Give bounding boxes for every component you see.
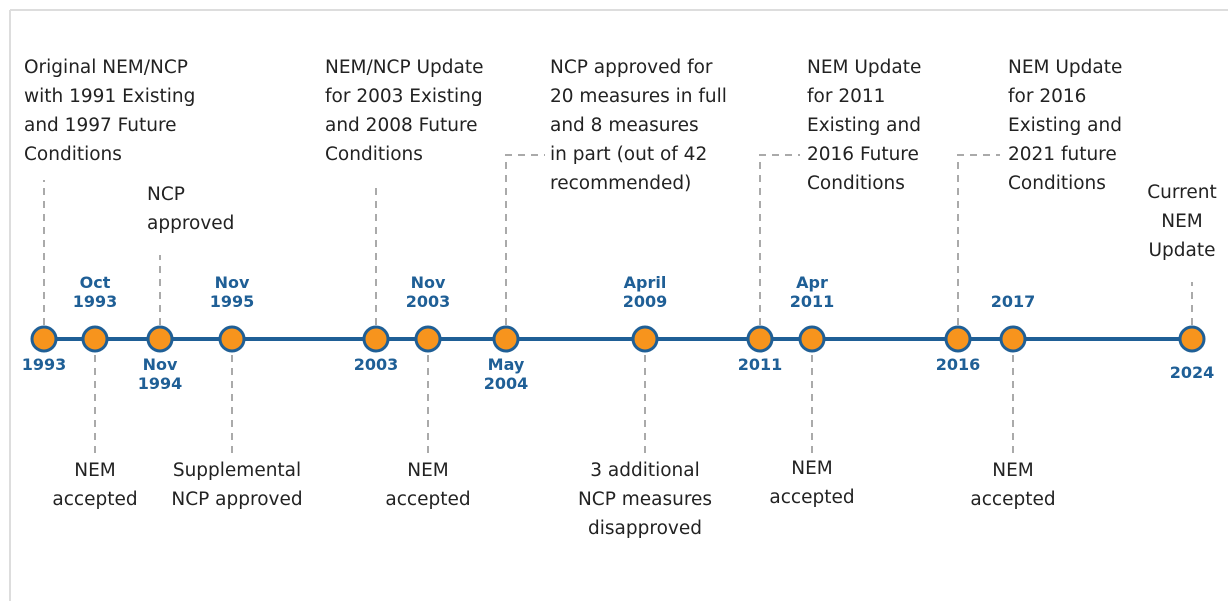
event-text: accepted <box>769 487 854 508</box>
event-text: Supplemental <box>173 460 301 481</box>
date-label: 2016 <box>936 355 981 374</box>
event-text: and 8 measures <box>550 115 699 136</box>
event-text: 2016 Future <box>807 144 919 165</box>
event-text: NCP <box>147 184 185 205</box>
date-label: Apr <box>796 273 828 292</box>
event-text: NEM Update <box>1008 57 1122 78</box>
event-text: for 2016 <box>1008 86 1086 107</box>
event-text: with 1991 Existing <box>24 86 195 107</box>
date-label: 1994 <box>138 374 183 393</box>
event-marker <box>362 325 390 353</box>
event-text: recommended) <box>550 173 691 194</box>
date-label: April <box>624 273 667 292</box>
event-marker <box>999 325 1027 353</box>
connector <box>505 154 545 325</box>
date-label: 1995 <box>210 292 255 311</box>
event-text: and 2008 Future <box>325 115 478 136</box>
event-text: Current <box>1147 182 1216 203</box>
date-label: 2009 <box>623 292 668 311</box>
event-text: Update <box>1149 240 1216 261</box>
event-marker <box>746 325 774 353</box>
event-text: for 2003 Existing <box>325 86 483 107</box>
event-text: NCP approved for <box>550 57 713 78</box>
event-text: NEM <box>407 460 449 481</box>
event-text: NEM/NCP Update <box>325 57 484 78</box>
event-text: Conditions <box>1008 173 1106 194</box>
date-label: 2024 <box>1170 363 1215 382</box>
event-text: 20 measures in full <box>550 86 727 107</box>
date-label: 2004 <box>484 374 529 393</box>
event-text: for 2011 <box>807 86 885 107</box>
event-text: NEM <box>791 458 833 479</box>
event-text: in part (out of 42 <box>550 144 707 165</box>
connector <box>759 154 800 325</box>
date-label: 2003 <box>354 355 399 374</box>
date-label: Oct <box>80 273 111 292</box>
event-marker <box>218 325 246 353</box>
event-text: accepted <box>385 489 470 510</box>
event-text: Existing and <box>807 115 921 136</box>
event-marker <box>944 325 972 353</box>
event-marker <box>81 325 109 353</box>
connector <box>957 154 1000 325</box>
date-label: May <box>488 355 525 374</box>
date-label: Nov <box>143 355 178 374</box>
event-text: accepted <box>52 489 137 510</box>
event-marker <box>631 325 659 353</box>
event-text: disapproved <box>588 518 702 539</box>
event-text: NEM Update <box>807 57 921 78</box>
date-label: 1993 <box>73 292 118 311</box>
date-label: 1993 <box>22 355 67 374</box>
event-text: Conditions <box>24 144 122 165</box>
event-text: 2021 future <box>1008 144 1117 165</box>
date-label: Nov <box>215 273 250 292</box>
event-text: 3 additional <box>590 460 700 481</box>
date-label: 2017 <box>991 292 1036 311</box>
event-text: NCP measures <box>578 489 712 510</box>
event-text: approved <box>147 213 234 234</box>
event-text: Conditions <box>325 144 423 165</box>
date-label: 2003 <box>406 292 451 311</box>
event-text: NCP approved <box>171 489 302 510</box>
event-marker <box>146 325 174 353</box>
event-marker <box>798 325 826 353</box>
event-text: NEM <box>992 460 1034 481</box>
event-text: accepted <box>970 489 1055 510</box>
event-text: Existing and <box>1008 115 1122 136</box>
event-text: NEM <box>1161 211 1203 232</box>
event-marker <box>1178 325 1206 353</box>
event-marker <box>492 325 520 353</box>
date-label: 2011 <box>790 292 835 311</box>
event-marker <box>30 325 58 353</box>
date-label: Nov <box>411 273 446 292</box>
event-text: Conditions <box>807 173 905 194</box>
event-text: and 1997 Future <box>24 115 177 136</box>
event-text: NEM <box>74 460 116 481</box>
event-marker <box>414 325 442 353</box>
event-text: Original NEM/NCP <box>24 57 188 78</box>
date-label: 2011 <box>738 355 783 374</box>
